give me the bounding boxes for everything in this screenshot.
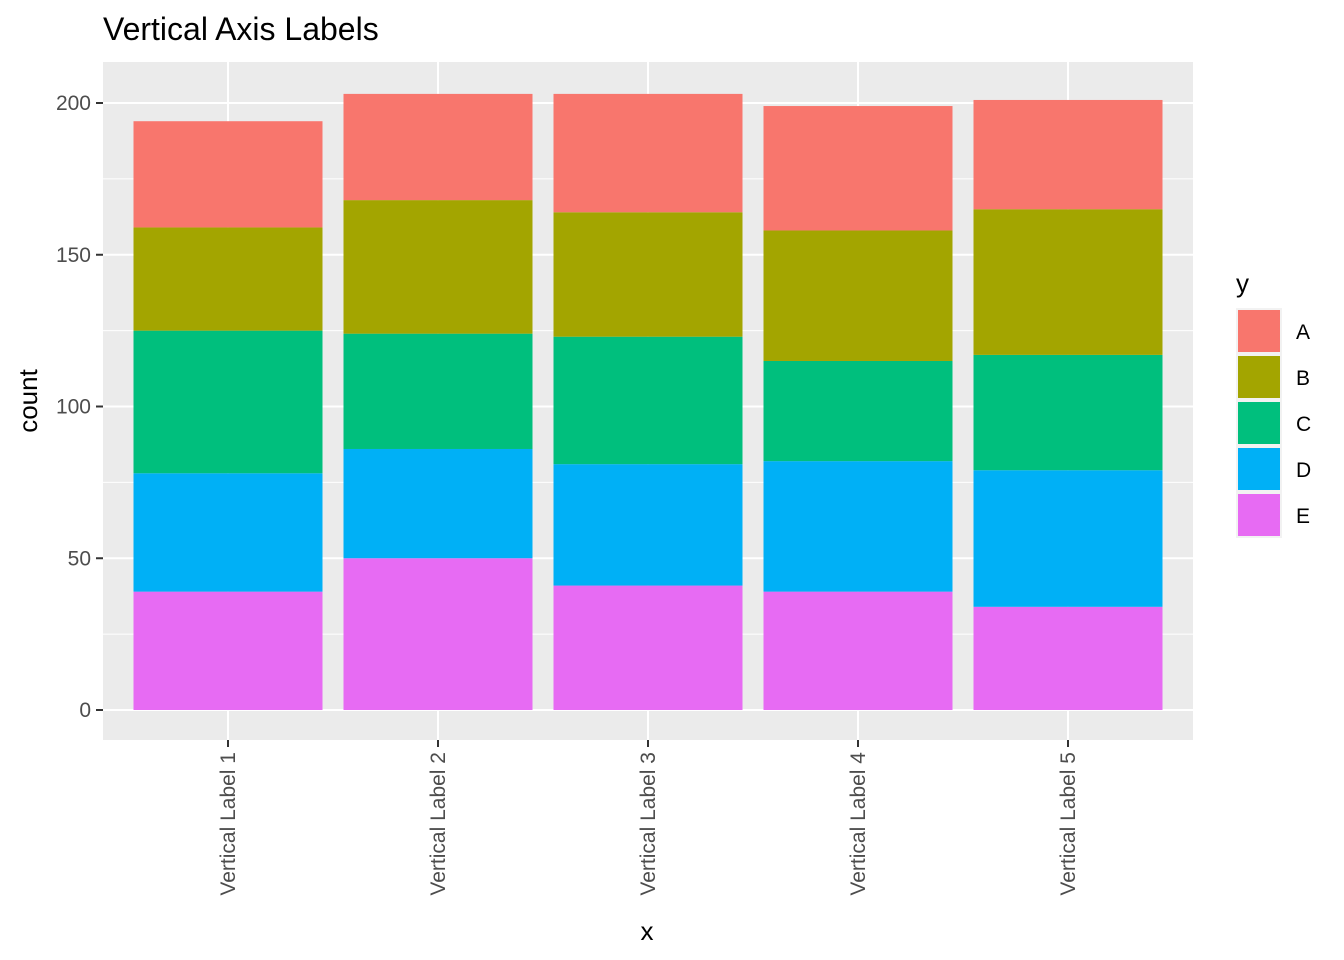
legend-label-c: C: [1296, 413, 1311, 436]
legend-title: y: [1236, 268, 1249, 298]
x-tick-label: Vertical Label 3: [637, 752, 660, 896]
legend-key-e: [1238, 494, 1280, 536]
y-tick-label: 50: [68, 547, 91, 570]
x-tick-label: Vertical Label 4: [847, 752, 870, 896]
bar-3-c: [553, 336, 743, 465]
bar-2-c: [343, 333, 533, 449]
legend-key-a: [1238, 310, 1280, 352]
legend-label-d: D: [1296, 459, 1311, 482]
bar-1-c: [133, 330, 323, 474]
legend-label-e: E: [1296, 505, 1310, 528]
plot-panel: [103, 62, 1193, 740]
x-axis-title: x: [641, 916, 654, 946]
bar-3-e: [553, 585, 743, 710]
bar-2-e: [343, 558, 533, 710]
bar-5-b: [973, 209, 1163, 355]
bar-2-b: [343, 200, 533, 334]
y-tick-label: 150: [56, 244, 91, 267]
bar-3-d: [553, 464, 743, 586]
x-tick-label: Vertical Label 5: [1057, 752, 1080, 896]
legend-key-d: [1238, 448, 1280, 490]
bar-4-e: [763, 591, 953, 710]
bar-4-a: [763, 106, 953, 231]
y-tick-label: 200: [56, 92, 91, 115]
x-axis: Vertical Label 1 Vertical Label 2 Vertical…: [217, 740, 1080, 896]
y-tick-label: 100: [56, 396, 91, 419]
bar-4-b: [763, 230, 953, 361]
legend-label-a: A: [1296, 321, 1310, 344]
bar-1-d: [133, 473, 323, 592]
legend-label-b: B: [1296, 367, 1310, 390]
bar-2-d: [343, 448, 533, 559]
legend-key-c: [1238, 402, 1280, 444]
bar-1-b: [133, 227, 323, 331]
bar-1-a: [133, 121, 323, 228]
bar-5-c: [973, 354, 1163, 471]
bar-5-e: [973, 606, 1163, 710]
bar-3-b: [553, 212, 743, 337]
legend-key-b: [1238, 356, 1280, 398]
bar-1-e: [133, 591, 323, 710]
bar-3-a: [553, 93, 743, 213]
y-axis: 0 50 100 150 200: [56, 92, 103, 722]
bar-5-d: [973, 470, 1163, 607]
bar-2-a: [343, 93, 533, 201]
y-tick-label: 0: [79, 699, 91, 722]
bar-5-a: [973, 99, 1163, 210]
bar-4-c: [763, 360, 953, 462]
x-tick-label: Vertical Label 2: [427, 752, 450, 896]
y-axis-title: count: [13, 368, 43, 432]
bar-4-d: [763, 461, 953, 592]
x-tick-label: Vertical Label 1: [217, 752, 240, 896]
chart-title: Vertical Axis Labels: [103, 11, 379, 47]
